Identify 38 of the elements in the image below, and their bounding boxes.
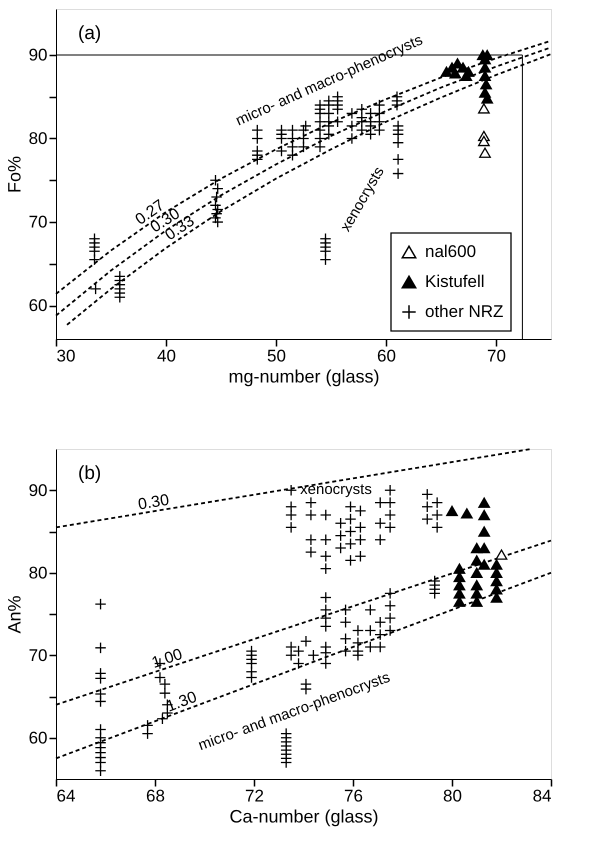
y-tick-label: 90 <box>28 480 48 500</box>
y-tick-label: 60 <box>28 296 48 316</box>
text: 0.30 <box>136 492 170 514</box>
legend-label: nal600 <box>425 242 476 261</box>
legend-label: Kistufell <box>425 272 485 291</box>
point <box>449 68 462 79</box>
y-tick-label: 60 <box>28 728 48 748</box>
x-tick-label: 60 <box>377 346 396 366</box>
x-tick-label: 80 <box>443 786 462 806</box>
point <box>479 148 491 158</box>
text: 1.30 <box>164 688 200 716</box>
annotation: (a) <box>78 23 102 44</box>
y-axis-title: Fo% <box>4 156 25 194</box>
text: 1.00 <box>150 646 185 672</box>
y-tick-label: 70 <box>28 212 48 232</box>
y-axis-title: An% <box>4 595 25 634</box>
point <box>478 103 490 114</box>
x-tick-label: 50 <box>267 346 286 366</box>
x-tick-label: 68 <box>146 786 165 806</box>
y-tick-label: 80 <box>28 563 48 582</box>
y-tick-label: 80 <box>28 128 48 148</box>
point <box>462 66 474 77</box>
x-tick-label: 30 <box>56 346 76 366</box>
x-tick-label: 70 <box>487 346 506 366</box>
x-tick-label: 76 <box>344 786 363 806</box>
y-tick-label: 90 <box>28 45 48 64</box>
x-axis-title: mg-number (glass) <box>228 366 380 386</box>
y-tick-label: 70 <box>28 646 48 665</box>
x-axis-title: Ca-number (glass) <box>229 806 379 826</box>
x-tick-label: 64 <box>56 786 76 806</box>
point <box>478 136 490 146</box>
x-tick-label: 84 <box>532 786 552 806</box>
x-tick-label: 40 <box>157 346 176 366</box>
annotation: (b) <box>78 463 102 484</box>
x-tick-label: 72 <box>245 786 264 806</box>
point <box>481 50 494 60</box>
legend-label: other NRZ <box>425 302 504 321</box>
annotation: xenocrysts <box>300 481 372 498</box>
